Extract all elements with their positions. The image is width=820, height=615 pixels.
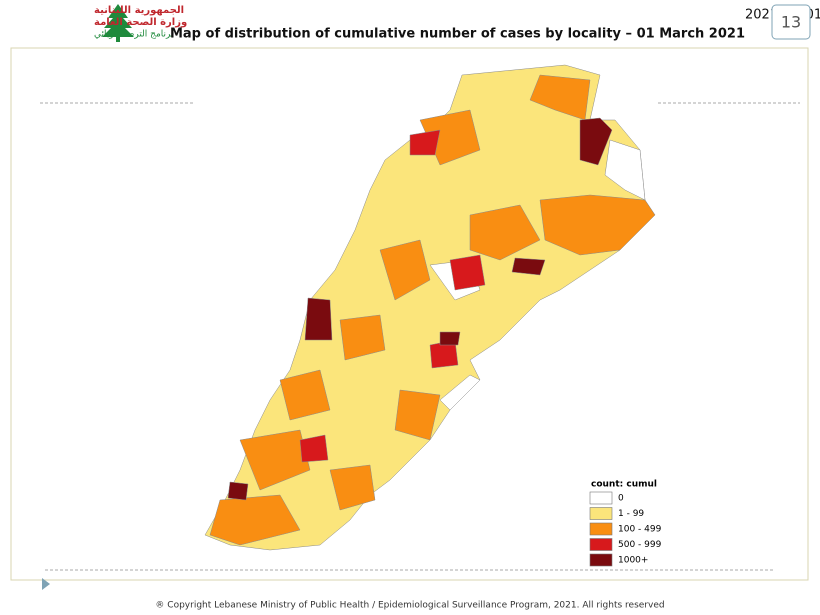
map-region [299, 434, 329, 463]
map-region [511, 257, 546, 276]
map [204, 64, 656, 551]
map-region [529, 74, 591, 121]
title-english: Map of distribution of cumulative number… [170, 27, 745, 42]
legend-swatch [589, 553, 613, 567]
nav-arrow [42, 578, 50, 590]
legend-label: 0 [618, 494, 624, 504]
legend-swatch [589, 538, 613, 551]
map-region [379, 239, 431, 301]
map-region [439, 374, 481, 411]
legend-swatch [589, 522, 613, 536]
logo-line: برنامج الترصد الوبائي [94, 30, 174, 40]
map-region [539, 194, 656, 256]
legend-label: 1 - 99 [618, 509, 644, 519]
map-region [449, 254, 486, 291]
legend-swatch [589, 507, 613, 520]
frame [10, 47, 809, 581]
logo [102, 4, 134, 42]
map-region [329, 464, 376, 511]
map-region [469, 204, 541, 261]
legend: count: cumul 0 1 - 99 100 - 499 500 - 999 10… [589, 480, 662, 567]
map-region [339, 314, 386, 361]
page-number: 13 [781, 13, 801, 32]
logo-line: وزارة الصحة العامة [94, 17, 187, 28]
legend-label: 1000+ [618, 556, 648, 566]
map-region [209, 494, 301, 546]
legend-title: count: cumul [591, 480, 657, 490]
map-region [439, 331, 461, 346]
logo-line: الجمهورية اللبنانية [94, 5, 184, 16]
map-region [279, 369, 331, 421]
legend-label: 500 - 999 [618, 540, 662, 550]
legend-swatch [589, 491, 613, 505]
map-region [409, 129, 441, 156]
map-region [604, 139, 646, 201]
legend-label: 100 - 499 [618, 525, 662, 535]
map-region [227, 481, 249, 501]
page-number-box [771, 4, 811, 40]
map-region [239, 429, 311, 491]
map-region [579, 117, 613, 166]
map-region [304, 297, 333, 341]
map-region [394, 389, 441, 441]
footer: ® Copyright Lebanese Ministry of Public … [155, 601, 664, 611]
